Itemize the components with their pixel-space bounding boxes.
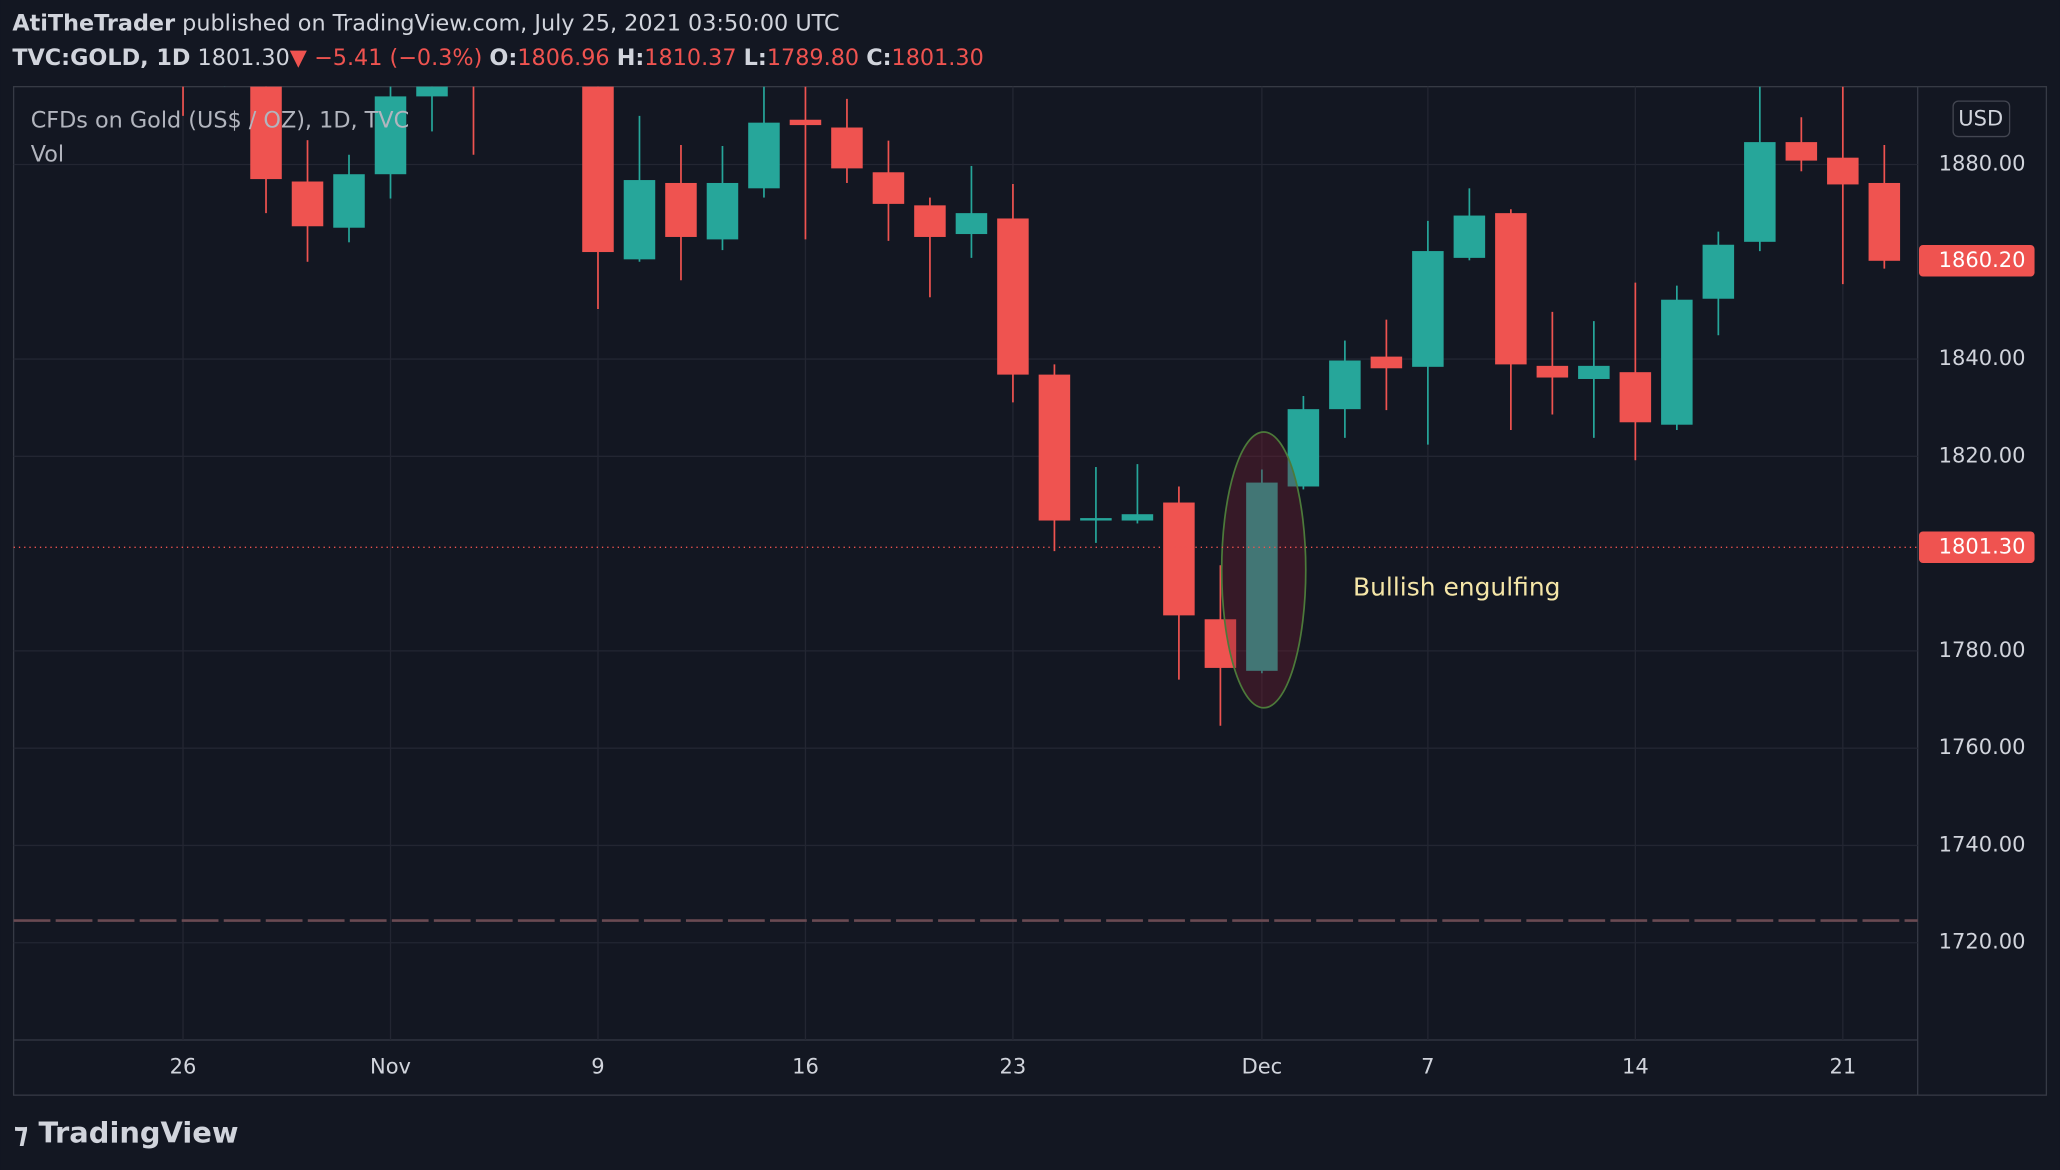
- o-label: O:: [489, 44, 517, 70]
- c: 1801.30: [892, 44, 984, 70]
- candle-body: [1661, 299, 1693, 425]
- candle-body: [1495, 213, 1527, 365]
- h-label: H:: [617, 44, 645, 70]
- l-label: L:: [744, 44, 767, 70]
- currency[interactable]: USD: [1958, 105, 2003, 130]
- candle-body: [333, 174, 365, 228]
- x-tick-label: 21: [1829, 1054, 1856, 1079]
- candle-body: [291, 181, 324, 227]
- l: 1789.80: [767, 44, 859, 70]
- change: −5.41 (−0.3%): [314, 44, 482, 70]
- c-label: C:: [866, 44, 891, 70]
- y-tick-label: 1740.00: [1939, 831, 2026, 856]
- price-pill: [1918, 531, 2035, 564]
- candle-body: [831, 127, 863, 169]
- candle-body: [706, 182, 739, 240]
- axes: 1720.00 1740.00 1760.00 1780.00 1820.00 1840.…: [170, 150, 2026, 1078]
- candle-body: [665, 182, 697, 237]
- y-tick-label: 1780.00: [1939, 637, 2026, 662]
- price-pill-label: 1860.20: [1939, 247, 2026, 272]
- candle-body: [1370, 356, 1403, 369]
- candle-body: [997, 218, 1029, 375]
- header-line-1: AtiTheTrader published on TradingView.co…: [12, 10, 839, 36]
- candle-body: [582, 86, 614, 253]
- candle-body: [623, 180, 656, 260]
- last: 1801.30: [198, 44, 290, 70]
- x-tick-label: 7: [1421, 1054, 1434, 1079]
- y-tick-label: 1840.00: [1939, 345, 2026, 370]
- y-tick-label: 1880.00: [1939, 150, 2026, 175]
- x-tick-label: 14: [1622, 1054, 1649, 1079]
- candle-body: [1204, 619, 1237, 668]
- price-pill: [1918, 245, 2035, 277]
- candle-body: [1785, 142, 1818, 161]
- y-tick-label: 1720.00: [1939, 929, 2026, 954]
- candle-body: [1744, 142, 1776, 242]
- header-line-2: TVC:GOLD, 1D 1801.30▼ −5.41 (−0.3%) O:18…: [12, 44, 983, 70]
- x-tick-label: Nov: [370, 1054, 411, 1079]
- candle-body: [1453, 215, 1486, 258]
- y-tick-label: 1760.00: [1939, 734, 2026, 759]
- x-tick-label: 26: [170, 1054, 197, 1079]
- candle-body: [1702, 244, 1735, 299]
- frame: [12, 86, 2048, 1096]
- y-tick-label: 1820.00: [1939, 442, 2026, 467]
- legend: CFDs on Gold (US$ / OZ), 1D, TVC: [31, 107, 409, 133]
- candle-body: [1287, 409, 1320, 487]
- logo-text: TradingView: [39, 1116, 239, 1150]
- candle-body: [748, 122, 780, 189]
- candle-body: [872, 172, 905, 204]
- candle-body: [1329, 360, 1361, 410]
- arrow: ▼: [290, 44, 308, 70]
- candle-body: [1163, 502, 1195, 616]
- h: 1810.37: [644, 44, 736, 70]
- candle-body: [1038, 374, 1071, 521]
- x-tick-label: 23: [1000, 1054, 1027, 1079]
- published: published on TradingView.com, July 25, 2…: [182, 10, 839, 36]
- candle-body: [1412, 251, 1444, 367]
- candle-body: [1121, 514, 1154, 521]
- logo: ⁊ TradingView: [14, 1116, 239, 1150]
- candle-body: [1246, 482, 1278, 671]
- candle-body: [1827, 157, 1859, 185]
- candle-body: [789, 119, 822, 126]
- candles: [182, 86, 1901, 726]
- annotation: Bullish engulfing: [1353, 572, 1560, 601]
- candle-body: [250, 86, 282, 180]
- candle-body: [1578, 365, 1610, 379]
- x-tick-label: 16: [792, 1054, 819, 1079]
- o: 1806.96: [517, 44, 609, 70]
- candle-body: [1080, 518, 1112, 521]
- candle-body: [1868, 182, 1901, 261]
- candle-body: [914, 205, 946, 237]
- currency-button[interactable]: [1952, 100, 2011, 138]
- price-pill-label: 1801.30: [1939, 533, 2026, 558]
- candle-body: [955, 213, 988, 235]
- symbol: TVC:GOLD, 1D: [12, 44, 190, 70]
- candle-body: [374, 96, 407, 175]
- volume-label: Vol: [31, 141, 64, 167]
- x-tick-label: Dec: [1242, 1054, 1283, 1079]
- author: AtiTheTrader: [12, 10, 175, 36]
- highlight-ellipse: [1220, 431, 1307, 709]
- x-tick-label: 9: [591, 1054, 604, 1079]
- candle-body: [1619, 372, 1652, 423]
- candle-body: [416, 86, 448, 97]
- candle-body: [1536, 365, 1569, 378]
